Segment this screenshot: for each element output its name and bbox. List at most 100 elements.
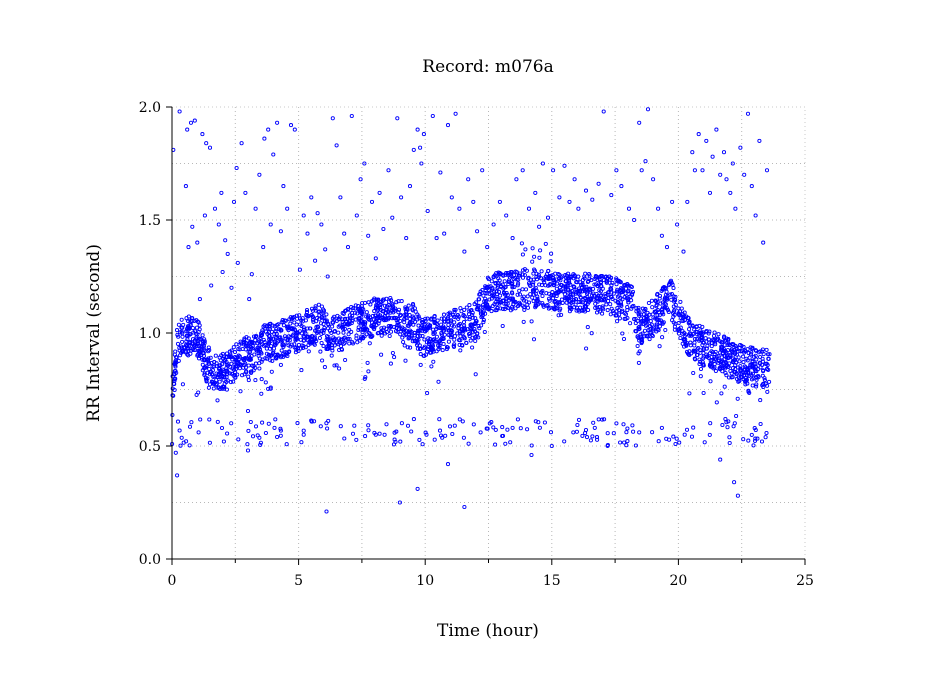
data-point — [374, 315, 379, 320]
data-point — [684, 343, 689, 348]
data-point — [415, 346, 420, 351]
data-point — [390, 215, 395, 220]
data-point — [246, 428, 251, 433]
data-point — [754, 384, 759, 389]
data-point — [563, 279, 568, 284]
data-point — [670, 282, 675, 287]
data-point — [728, 190, 733, 195]
data-point — [204, 141, 209, 146]
data-point — [394, 316, 399, 321]
data-point — [726, 419, 731, 424]
data-point — [289, 327, 294, 332]
data-point — [509, 296, 514, 301]
data-point — [576, 206, 581, 211]
data-point — [170, 374, 175, 379]
data-point — [576, 307, 581, 313]
data-point — [415, 341, 420, 346]
data-point — [345, 307, 351, 312]
data-point — [317, 335, 322, 341]
data-point — [356, 325, 361, 330]
data-point — [562, 439, 567, 444]
data-point — [620, 308, 625, 313]
data-point — [325, 337, 331, 342]
data-point — [676, 327, 682, 332]
data-point — [212, 374, 217, 379]
data-point — [711, 337, 716, 342]
data-point — [445, 462, 451, 467]
data-point — [442, 332, 447, 337]
data-point — [728, 353, 733, 358]
data-point — [376, 297, 381, 302]
data-point — [410, 302, 416, 307]
data-point — [471, 422, 476, 427]
data-point — [239, 141, 244, 146]
data-point — [522, 307, 527, 312]
data-point — [341, 341, 346, 346]
data-point — [255, 347, 260, 352]
data-point — [755, 436, 760, 441]
data-point — [225, 431, 230, 436]
data-point — [417, 437, 422, 442]
data-point — [266, 127, 271, 132]
data-point — [399, 195, 404, 200]
data-point — [198, 417, 203, 422]
data-point — [553, 302, 559, 307]
data-point — [356, 327, 361, 333]
data-point — [340, 325, 345, 330]
data-point — [690, 323, 695, 329]
data-point — [567, 298, 573, 304]
data-point — [669, 297, 674, 302]
data-point — [515, 283, 520, 288]
data-point — [622, 311, 627, 316]
data-point — [229, 348, 234, 353]
data-point — [481, 318, 486, 323]
data-point — [567, 302, 572, 307]
data-point — [252, 352, 257, 357]
x-tick-label: 10 — [416, 573, 434, 589]
data-point — [177, 109, 182, 114]
data-point — [438, 337, 444, 342]
data-point — [189, 420, 194, 425]
data-point — [387, 315, 392, 320]
data-point — [350, 431, 356, 436]
data-point — [730, 366, 736, 371]
data-point — [207, 440, 212, 445]
data-point — [710, 154, 715, 159]
data-point — [650, 312, 655, 317]
data-point — [483, 284, 488, 289]
data-point — [292, 320, 297, 325]
data-point — [186, 245, 191, 250]
data-point — [450, 323, 455, 328]
data-point — [493, 427, 498, 432]
data-point — [448, 312, 453, 317]
data-point — [598, 273, 604, 279]
data-point — [663, 327, 668, 333]
data-point — [330, 116, 335, 121]
data-point — [433, 339, 438, 344]
data-point — [393, 306, 398, 311]
data-point — [730, 360, 736, 365]
data-point — [737, 378, 742, 384]
data-point — [360, 335, 365, 340]
data-point — [344, 337, 349, 342]
data-point — [637, 430, 642, 435]
data-point — [671, 434, 676, 439]
data-point — [336, 330, 341, 335]
data-point — [321, 343, 326, 349]
data-point — [278, 229, 283, 234]
data-point — [345, 245, 351, 250]
data-point — [336, 336, 342, 341]
data-point — [388, 361, 393, 366]
data-point — [269, 369, 274, 374]
data-point — [576, 299, 581, 305]
data-point — [683, 339, 688, 344]
data-point — [467, 303, 472, 308]
data-point — [226, 362, 231, 367]
data-point — [253, 424, 259, 429]
data-point — [295, 421, 300, 426]
data-point — [352, 423, 357, 428]
data-point — [660, 300, 666, 305]
data-point — [746, 389, 751, 394]
data-point — [487, 291, 492, 296]
data-point — [450, 312, 455, 317]
